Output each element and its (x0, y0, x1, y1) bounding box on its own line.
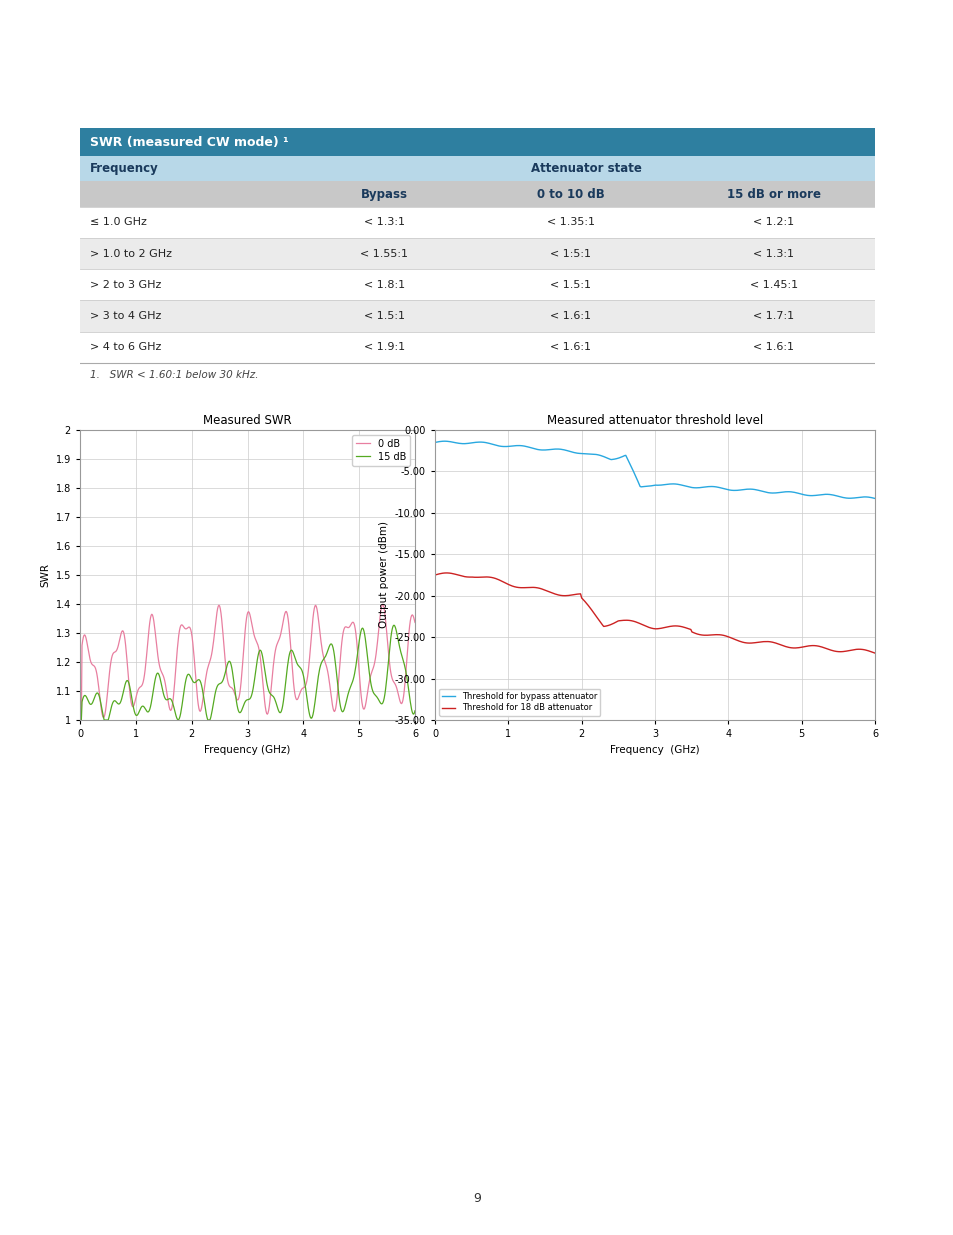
Line: 0 dB: 0 dB (80, 604, 415, 720)
Text: 1.   SWR < 1.60:1 below 30 kHz.: 1. SWR < 1.60:1 below 30 kHz. (90, 369, 257, 379)
15 dB (233, 705, 245, 720)
Threshold for bypass attenuator (747, 482, 759, 496)
0 dB (235, 674, 247, 689)
Text: < 1.7:1: < 1.7:1 (752, 311, 793, 321)
15 dB (349, 666, 360, 680)
Text: < 1.3:1: < 1.3:1 (752, 248, 793, 258)
Line: Threshold for 18 dB attenuator: Threshold for 18 dB attenuator (435, 573, 874, 653)
Threshold for bypass attenuator (604, 452, 616, 467)
Y-axis label: Output power (dBm): Output power (dBm) (378, 521, 389, 629)
Threshold for 18 dB attenuator (429, 568, 440, 583)
X-axis label: Frequency (GHz): Frequency (GHz) (204, 745, 291, 755)
Threshold for bypass attenuator (573, 446, 584, 461)
Legend: Threshold for bypass attenuator, Threshold for 18 dB attenuator: Threshold for bypass attenuator, Thresho… (438, 689, 599, 716)
Threshold for bypass attenuator (429, 435, 440, 450)
Threshold for 18 dB attenuator (706, 627, 718, 642)
Threshold for 18 dB attenuator (573, 587, 584, 601)
Text: < 1.6:1: < 1.6:1 (550, 311, 591, 321)
Bar (80, 206, 874, 238)
Text: Frequency: Frequency (90, 162, 158, 175)
Bar (80, 156, 874, 182)
Threshold for bypass attenuator (483, 436, 495, 451)
Text: > 2 to 3 GHz: > 2 to 3 GHz (90, 280, 161, 290)
Text: < 1.9:1: < 1.9:1 (363, 342, 404, 352)
Bar (80, 128, 874, 156)
Text: < 1.5:1: < 1.5:1 (550, 280, 591, 290)
Line: Threshold for bypass attenuator: Threshold for bypass attenuator (435, 441, 874, 499)
Text: SWR (measured CW mode) ¹: SWR (measured CW mode) ¹ (90, 136, 288, 148)
15 dB (74, 713, 86, 727)
Bar (80, 300, 874, 332)
Text: < 1:5:1: < 1:5:1 (550, 248, 591, 258)
Text: < 1.35:1: < 1.35:1 (546, 217, 595, 227)
15 dB (274, 705, 285, 720)
Threshold for 18 dB attenuator (604, 618, 616, 632)
Y-axis label: SWR: SWR (40, 563, 50, 587)
15 dB (388, 618, 399, 632)
Title: Measured SWR: Measured SWR (203, 415, 292, 427)
Threshold for bypass attenuator (868, 492, 880, 506)
Threshold for bypass attenuator (706, 479, 718, 494)
Threshold for 18 dB attenuator (483, 569, 495, 584)
Text: Bypass: Bypass (360, 188, 407, 200)
0 dB (349, 618, 360, 632)
Threshold for 18 dB attenuator (440, 566, 452, 580)
Bar (80, 182, 874, 206)
Text: < 1.5:1: < 1.5:1 (363, 311, 404, 321)
0 dB (376, 597, 388, 611)
Text: < 1.3:1: < 1.3:1 (363, 217, 404, 227)
15 dB (235, 704, 247, 719)
0 dB (255, 658, 267, 673)
Legend: 0 dB, 15 dB: 0 dB, 15 dB (352, 435, 410, 466)
0 dB (74, 713, 86, 727)
Text: < 1.2:1: < 1.2:1 (752, 217, 793, 227)
Title: Measured attenuator threshold level: Measured attenuator threshold level (546, 415, 762, 427)
X-axis label: Frequency  (GHz): Frequency (GHz) (610, 745, 700, 755)
Text: 9: 9 (473, 1192, 480, 1205)
0 dB (409, 615, 420, 630)
Text: < 1.45:1: < 1.45:1 (749, 280, 797, 290)
Bar (80, 332, 874, 363)
15 dB (409, 704, 420, 719)
Text: > 4 to 6 GHz: > 4 to 6 GHz (90, 342, 161, 352)
Threshold for bypass attenuator (749, 483, 760, 498)
Threshold for 18 dB attenuator (747, 636, 759, 651)
0 dB (401, 641, 413, 656)
Bar (80, 269, 874, 300)
Threshold for 18 dB attenuator (749, 635, 760, 650)
Text: Attenuator state: Attenuator state (531, 162, 641, 175)
Text: 15 dB or more: 15 dB or more (726, 188, 820, 200)
0 dB (233, 689, 245, 704)
Threshold for bypass attenuator (438, 433, 450, 448)
Text: < 1.6:1: < 1.6:1 (550, 342, 591, 352)
0 dB (274, 631, 285, 646)
Text: > 3 to 4 GHz: > 3 to 4 GHz (90, 311, 161, 321)
Bar (80, 238, 874, 269)
Text: < 1.8:1: < 1.8:1 (363, 280, 404, 290)
Text: ≤ 1.0 GHz: ≤ 1.0 GHz (90, 217, 146, 227)
Threshold for 18 dB attenuator (868, 646, 880, 661)
15 dB (401, 674, 413, 689)
Text: < 1.55:1: < 1.55:1 (359, 248, 408, 258)
Text: < 1.6:1: < 1.6:1 (752, 342, 793, 352)
Text: 0 to 10 dB: 0 to 10 dB (537, 188, 604, 200)
Line: 15 dB: 15 dB (80, 625, 415, 720)
15 dB (255, 645, 267, 659)
Text: > 1.0 to 2 GHz: > 1.0 to 2 GHz (90, 248, 172, 258)
